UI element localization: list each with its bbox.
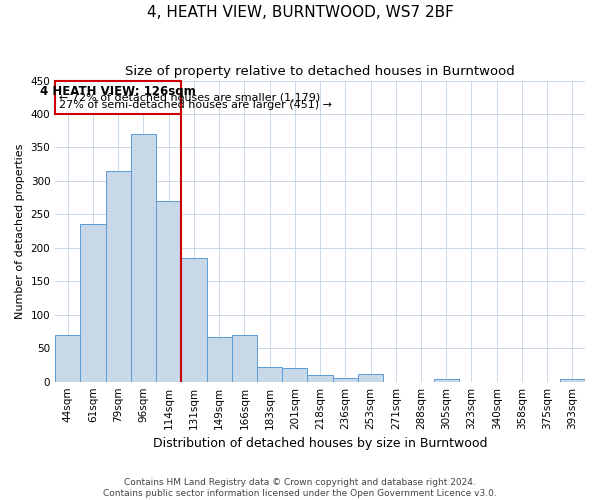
- Bar: [232, 335, 257, 382]
- X-axis label: Distribution of detached houses by size in Burntwood: Distribution of detached houses by size …: [153, 437, 487, 450]
- Bar: [181, 258, 206, 382]
- Y-axis label: Number of detached properties: Number of detached properties: [15, 144, 25, 319]
- Bar: [156, 201, 181, 382]
- Text: 27% of semi-detached houses are larger (451) →: 27% of semi-detached houses are larger (…: [59, 100, 332, 110]
- Bar: [80, 224, 106, 382]
- Bar: [434, 379, 459, 382]
- Text: 4, HEATH VIEW, BURNTWOOD, WS7 2BF: 4, HEATH VIEW, BURNTWOOD, WS7 2BF: [146, 5, 454, 20]
- Text: 4 HEATH VIEW: 126sqm: 4 HEATH VIEW: 126sqm: [40, 84, 196, 98]
- Bar: [307, 375, 332, 382]
- Bar: [358, 374, 383, 382]
- Bar: [55, 335, 80, 382]
- Bar: [560, 379, 585, 382]
- Title: Size of property relative to detached houses in Burntwood: Size of property relative to detached ho…: [125, 65, 515, 78]
- Bar: [131, 134, 156, 382]
- Bar: [106, 171, 131, 382]
- Text: ← 72% of detached houses are smaller (1,179): ← 72% of detached houses are smaller (1,…: [59, 92, 320, 102]
- Bar: [206, 337, 232, 382]
- Bar: [257, 367, 282, 382]
- Bar: [332, 378, 358, 382]
- Text: Contains HM Land Registry data © Crown copyright and database right 2024.
Contai: Contains HM Land Registry data © Crown c…: [103, 478, 497, 498]
- Bar: [282, 368, 307, 382]
- Bar: [55, 80, 181, 114]
